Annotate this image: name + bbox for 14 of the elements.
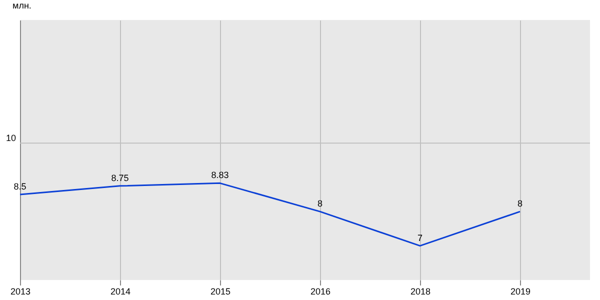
data-label: 8.83 — [211, 170, 229, 180]
data-label: 8 — [517, 198, 523, 209]
data-label: 8.75 — [111, 172, 129, 183]
data-label: 8.5 — [14, 181, 26, 192]
data-label: 8 — [317, 198, 323, 209]
x-tick-label: 2013 — [10, 286, 31, 296]
ref-line-label: 10 — [6, 133, 16, 144]
x-tick-label: 2019 — [510, 286, 531, 296]
y-axis-title: млн. — [12, 0, 32, 10]
x-tick-label: 2016 — [310, 286, 331, 296]
x-tick-label: 2015 — [210, 286, 231, 296]
x-tick-label: 2014 — [110, 286, 131, 296]
x-tick-label: 2018 — [410, 286, 431, 296]
data-label: 7 — [417, 232, 423, 243]
